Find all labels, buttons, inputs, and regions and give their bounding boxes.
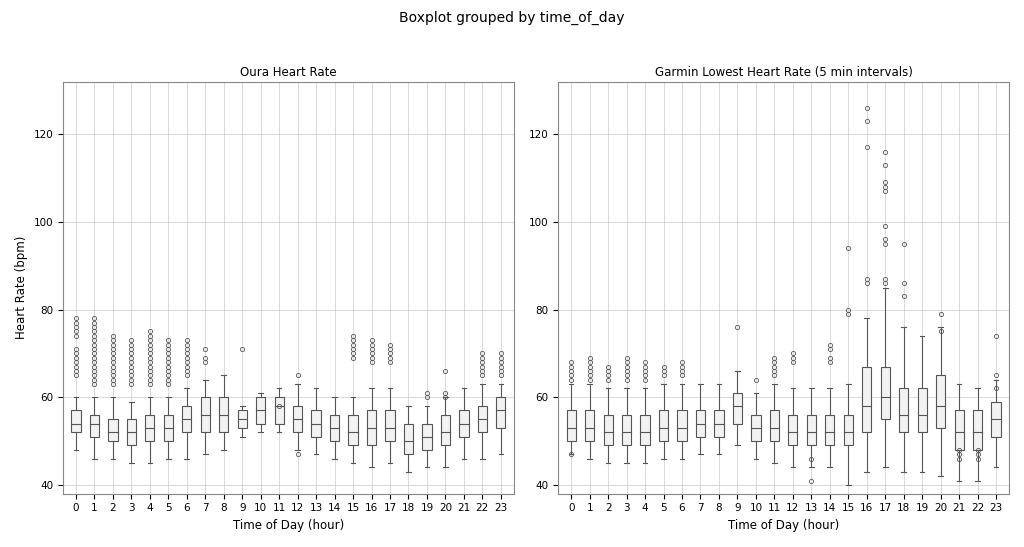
Bar <box>678 410 687 441</box>
Bar <box>460 410 469 437</box>
Bar <box>807 415 816 445</box>
Bar <box>478 406 487 432</box>
Bar <box>658 410 669 441</box>
Bar <box>201 397 210 432</box>
Bar <box>881 366 890 419</box>
Bar <box>991 401 1000 437</box>
Bar <box>72 410 81 432</box>
Bar <box>182 406 191 432</box>
Bar <box>90 415 99 437</box>
Bar <box>899 388 908 432</box>
Title: Garmin Lowest Heart Rate (5 min intervals): Garmin Lowest Heart Rate (5 min interval… <box>654 66 912 79</box>
Bar <box>622 415 631 445</box>
Bar <box>973 410 982 450</box>
Bar <box>311 410 321 437</box>
Bar <box>403 423 413 454</box>
Bar <box>918 388 927 432</box>
Bar <box>127 419 136 445</box>
Bar <box>770 410 779 441</box>
Y-axis label: Heart Rate (bpm): Heart Rate (bpm) <box>15 236 28 339</box>
Text: Boxplot grouped by time_of_day: Boxplot grouped by time_of_day <box>399 11 625 25</box>
Bar <box>640 415 649 445</box>
Bar <box>330 415 339 441</box>
Bar <box>788 415 798 445</box>
Bar <box>256 397 265 423</box>
Bar <box>422 423 431 450</box>
Bar <box>862 366 871 432</box>
Bar <box>733 393 742 423</box>
Bar <box>145 415 155 441</box>
X-axis label: Time of Day (hour): Time of Day (hour) <box>728 519 840 532</box>
Bar <box>367 410 376 445</box>
Bar <box>696 410 706 437</box>
Bar <box>844 415 853 445</box>
Bar <box>497 397 506 428</box>
Bar <box>274 397 284 423</box>
Bar <box>603 415 612 445</box>
Bar <box>566 410 575 441</box>
Bar <box>752 415 761 441</box>
Bar <box>293 406 302 432</box>
Bar <box>385 410 394 441</box>
Bar <box>585 410 594 441</box>
Bar <box>164 415 173 441</box>
Bar <box>954 410 964 450</box>
Bar <box>825 415 835 445</box>
Bar <box>936 375 945 428</box>
Bar <box>348 415 357 445</box>
Bar <box>238 410 247 428</box>
Bar <box>109 419 118 441</box>
Bar <box>440 415 450 445</box>
Title: Oura Heart Rate: Oura Heart Rate <box>240 66 337 79</box>
X-axis label: Time of Day (hour): Time of Day (hour) <box>232 519 344 532</box>
Bar <box>715 410 724 437</box>
Bar <box>219 397 228 432</box>
